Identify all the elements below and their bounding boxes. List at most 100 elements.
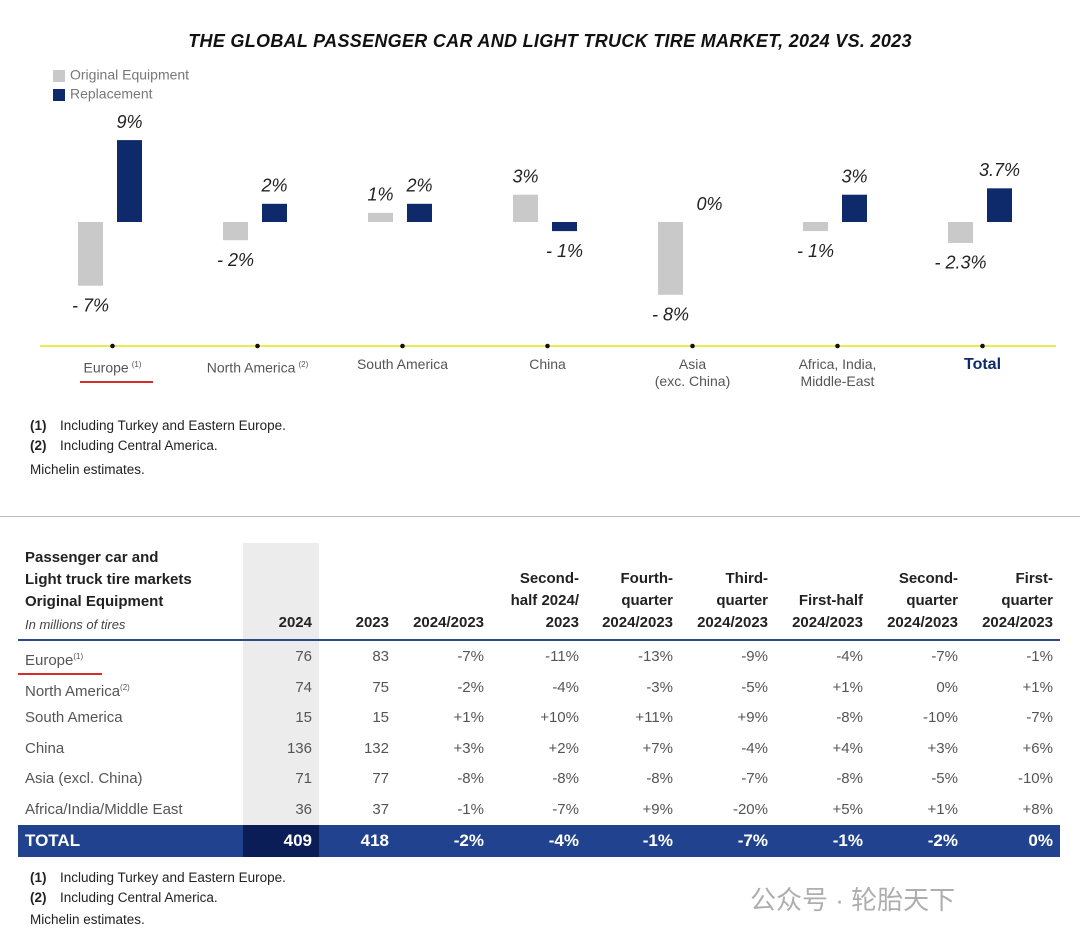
table-cell: -9% — [741, 648, 768, 665]
table-cell: 74 — [295, 678, 312, 696]
source-note: Michelin estimates. — [30, 912, 145, 927]
category-name: North America — [206, 359, 296, 376]
table-cell: -4% — [836, 648, 863, 665]
table-cell: -4% — [552, 678, 579, 696]
table-cell: -7% — [741, 770, 768, 787]
value-label: - 7% — [72, 295, 109, 315]
watermark: 公众号 · 轮胎天下 — [750, 885, 956, 915]
table-cell: -8% — [646, 770, 673, 787]
row-label: China — [25, 734, 64, 764]
total-row-bg — [18, 825, 1060, 857]
table-cell: -2% — [927, 831, 958, 850]
highlight-underline — [18, 673, 102, 675]
row-note: (2) — [120, 682, 130, 692]
divider — [0, 516, 1080, 517]
table-cell: +9% — [737, 709, 768, 726]
table-cell: +1% — [453, 709, 484, 726]
table-cell: -1% — [457, 800, 484, 818]
column-header: 2024 — [278, 614, 312, 631]
value-label: 3% — [841, 166, 867, 186]
axis-dot — [545, 343, 550, 349]
table-cell: -7% — [737, 831, 768, 850]
value-label: 0% — [696, 194, 722, 214]
column-header: 2023 — [355, 614, 389, 631]
table-cell: +1% — [927, 800, 958, 818]
category-label: China — [478, 356, 618, 373]
table-cell: -8% — [836, 770, 863, 787]
category-label: North America (2) — [188, 356, 328, 377]
table-cell: 15 — [295, 709, 312, 726]
bar — [987, 188, 1012, 222]
bar — [513, 194, 538, 222]
bar — [552, 222, 577, 232]
category-name: South America — [356, 356, 449, 372]
table-cell: 36 — [295, 800, 312, 818]
row-label: Asia (excl. China) — [25, 764, 143, 794]
column-header: Fourth- quarter 2024/2023 — [602, 570, 673, 631]
column-header: Second- half 2024/ 2023 — [510, 570, 579, 631]
axis-dot — [400, 343, 405, 349]
table-cell: -4% — [741, 739, 768, 757]
row-name: China — [25, 739, 65, 757]
row-note: (1) — [73, 652, 84, 661]
table-cell: +1% — [1022, 678, 1053, 696]
table-cell: -8% — [457, 770, 484, 787]
category-note: (1) — [131, 360, 142, 369]
axis-dot — [835, 343, 840, 349]
column-header: First-half 2024/2023 — [792, 592, 863, 631]
value-label: 9% — [116, 112, 142, 132]
table-cell: -7% — [457, 648, 484, 665]
value-label: - 1% — [546, 241, 583, 261]
table-cell: -4% — [548, 831, 579, 850]
category-note: (2) — [298, 360, 309, 369]
bar — [407, 203, 432, 222]
bar — [948, 222, 973, 243]
footnote: (1) Including Turkey and Eastern Europe. — [30, 418, 286, 433]
table-cell: 0% — [936, 678, 958, 696]
table-cell: -13% — [637, 648, 673, 665]
category-label: Asia (exc. China) — [623, 356, 763, 390]
table-cell: -7% — [552, 800, 579, 818]
footnote: (1) Including Turkey and Eastern Europe. — [30, 870, 286, 885]
table-cell: -1% — [1026, 648, 1053, 665]
table-cell: -7% — [931, 648, 958, 665]
table-cell: 409 — [283, 831, 312, 850]
footnote-text: Including Central America. — [60, 438, 218, 453]
bar — [262, 203, 287, 222]
table-cell: 15 — [372, 709, 389, 726]
row-label: North America(2) — [25, 673, 130, 703]
row-label: Africa/India/Middle East — [25, 795, 183, 825]
table-cell: 77 — [372, 770, 389, 787]
table-cell: 418 — [360, 831, 389, 850]
row-label: South America — [25, 703, 123, 733]
table-cell: -3% — [646, 678, 673, 696]
column-header: Third- quarter 2024/2023 — [697, 570, 768, 631]
value-label: 2% — [405, 176, 432, 196]
header-rule — [18, 639, 1060, 641]
bar — [368, 212, 393, 222]
row-label: TOTAL — [25, 831, 81, 850]
bar — [223, 222, 248, 241]
table-title: Passenger car and Light truck tire marke… — [25, 549, 192, 610]
axis-dot — [255, 343, 260, 349]
bar — [117, 140, 142, 222]
value-label: - 2% — [217, 250, 254, 270]
chart: THE GLOBAL PASSENGER CAR AND LIGHT TRUCK… — [40, 31, 1056, 383]
legend-label: Replacement — [70, 86, 153, 102]
category-label: Europe (1) — [43, 356, 183, 377]
table-cell: 37 — [372, 800, 389, 818]
table-cell: 83 — [372, 648, 389, 665]
total-highlight — [243, 825, 319, 857]
source-note: Michelin estimates. — [30, 462, 145, 477]
category-label: South America — [333, 356, 473, 373]
column-header: First- quarter 2024/2023 — [982, 570, 1053, 631]
table-cell: +1% — [832, 678, 863, 696]
table-cell: -8% — [836, 709, 863, 726]
legend-swatch — [53, 70, 65, 82]
footnote: (2) Including Central America. — [30, 890, 218, 905]
table-cell: +2% — [548, 739, 579, 757]
value-label: 3% — [512, 166, 538, 186]
legend-label: Original Equipment — [70, 67, 189, 83]
table-cell: +3% — [453, 739, 484, 757]
category-name: Total — [963, 356, 1002, 373]
